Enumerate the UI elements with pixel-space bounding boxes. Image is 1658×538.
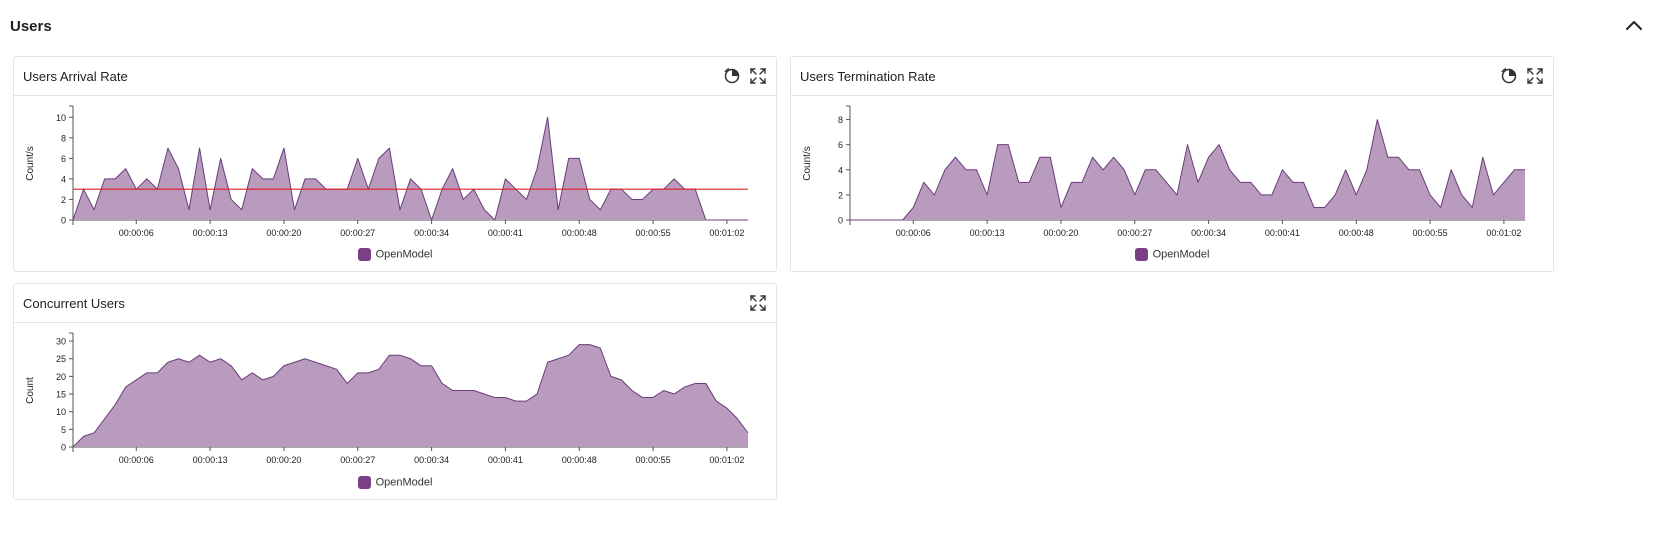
legend-swatch: [357, 476, 371, 489]
x-tick-label: 00:00:20: [1043, 228, 1078, 238]
collapse-button[interactable]: [1622, 14, 1646, 38]
expand-icon: [1527, 68, 1543, 84]
series-line: [72, 116, 748, 221]
expand-icon: [750, 68, 766, 84]
panel-title: Concurrent Users: [23, 296, 125, 311]
x-tick-label: 00:00:06: [119, 455, 154, 465]
x-tick-label: 00:00:55: [636, 455, 671, 465]
x-tick-label: 00:00:06: [896, 228, 931, 238]
y-tick-label: 8: [838, 115, 843, 125]
series-area: [73, 117, 748, 220]
legend-label: OpenModel: [375, 476, 433, 489]
x-tick-label: 00:00:20: [266, 455, 301, 465]
x-tick-label: 00:00:48: [562, 228, 597, 238]
legend-swatch: [357, 248, 371, 261]
expand-button[interactable]: [1525, 66, 1545, 86]
y-tick-label: 10: [56, 113, 66, 123]
x-tick-label: 00:00:41: [1265, 228, 1300, 238]
expand-button[interactable]: [748, 293, 768, 313]
x-tick-label: 00:00:27: [1117, 228, 1152, 238]
users-arrival-rate-chart: 0 2 4 6 8 10 00:00:06 00:00:13 00:00:20 00:00:27 0…: [25, 105, 748, 238]
y-tick-label: 25: [56, 354, 66, 364]
panel-header: Concurrent Users: [14, 284, 776, 323]
panel-header: Users Termination Rate: [791, 57, 1553, 96]
chart-options-button[interactable]: [1499, 66, 1519, 86]
series-line: [72, 344, 749, 448]
x-tick-label: 00:00:34: [1191, 228, 1226, 238]
y-tick-label: 10: [56, 407, 66, 417]
x-tick-label: 00:00:20: [266, 228, 301, 238]
series-area: [73, 344, 748, 447]
y-tick-label: 6: [61, 154, 66, 164]
y-axis-label: Count/s: [802, 146, 813, 180]
x-tick-label: 00:00:13: [193, 228, 228, 238]
panel-concurrent-users: Concurrent Users 0 5 10 15 20 25 30 00:00:06 00:…: [13, 283, 777, 500]
section-header: Users: [10, 14, 1646, 40]
y-tick-label: 5: [61, 425, 66, 435]
concurrent-users-chart: 0 5 10 15 20 25 30 00:00:06 00:00:13 00:00:20 00:0…: [25, 332, 749, 465]
panel-title: Users Termination Rate: [800, 69, 936, 84]
legend: OpenModel: [14, 248, 776, 261]
panel-header: Users Arrival Rate: [14, 57, 776, 96]
y-tick-label: 8: [61, 133, 66, 143]
y-tick-label: 2: [61, 195, 66, 205]
y-tick-label: 15: [56, 390, 66, 400]
x-tick-label: 00:00:41: [488, 228, 523, 238]
panel-users-termination-rate: Users Termination Rate 0 2 4 6 8 00:00:06 00:0…: [790, 56, 1554, 272]
section-title: Users: [10, 18, 52, 35]
x-tick-label: 00:00:34: [414, 228, 449, 238]
y-tick-label: 20: [56, 372, 66, 382]
legend-swatch: [1134, 248, 1148, 261]
series-area: [850, 119, 1525, 220]
x-tick-label: 00:00:27: [340, 455, 375, 465]
y-tick-label: 0: [61, 216, 66, 226]
chart-type-icon: [1501, 67, 1517, 84]
x-tick-label: 00:00:55: [1413, 228, 1448, 238]
y-tick-label: 6: [838, 140, 843, 150]
series-line: [850, 119, 1525, 221]
x-tick-label: 00:00:13: [970, 228, 1005, 238]
chevron-up-icon: [1626, 21, 1642, 30]
x-tick-label: 00:00:27: [340, 228, 375, 238]
y-tick-label: 4: [838, 165, 843, 175]
expand-button[interactable]: [748, 66, 768, 86]
y-tick-label: 2: [838, 190, 843, 200]
y-tick-label: 0: [61, 443, 66, 453]
y-axis-label: Count/s: [25, 146, 36, 180]
y-axis-label: Count: [25, 377, 36, 404]
legend: OpenModel: [791, 248, 1553, 261]
x-tick-label: 00:00:13: [193, 455, 228, 465]
y-tick-label: 0: [838, 216, 843, 226]
chart-options-button[interactable]: [722, 66, 742, 86]
legend-label: OpenModel: [1152, 248, 1210, 261]
x-tick-label: 00:00:48: [562, 455, 597, 465]
x-tick-label: 00:00:48: [1339, 228, 1374, 238]
x-tick-label: 00:00:41: [488, 455, 523, 465]
users-termination-rate-chart: 0 2 4 6 8 00:00:06 00:00:13 00:00:20 00:00:27 00:…: [802, 105, 1525, 238]
x-tick-label: 00:01:02: [709, 228, 744, 238]
x-tick-label: 00:00:34: [414, 455, 449, 465]
x-tick-label: 00:00:55: [636, 228, 671, 238]
panel-users-arrival-rate: Users Arrival Rate 0 2 4 6 8 10 00:00:06 00:00:…: [13, 56, 777, 272]
panel-title: Users Arrival Rate: [23, 69, 128, 84]
x-tick-label: 00:01:02: [709, 455, 744, 465]
x-tick-label: 00:00:06: [119, 228, 154, 238]
y-tick-label: 30: [56, 337, 66, 347]
chart-type-icon: [724, 67, 740, 84]
y-tick-label: 4: [61, 174, 66, 184]
expand-icon: [750, 295, 766, 311]
x-tick-label: 00:01:02: [1486, 228, 1521, 238]
legend: OpenModel: [14, 476, 776, 489]
legend-label: OpenModel: [375, 248, 433, 261]
